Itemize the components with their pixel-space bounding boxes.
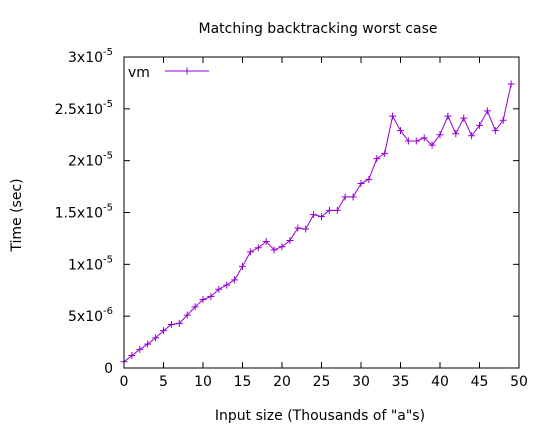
legend: vm bbox=[128, 65, 209, 81]
data-point bbox=[404, 137, 412, 145]
y-tick-exponent: -6 bbox=[103, 306, 113, 317]
data-point bbox=[136, 345, 144, 353]
y-tick-label: 1x10-5 bbox=[68, 254, 113, 273]
y-tick-mantissa: 2.5x10 bbox=[55, 102, 103, 118]
data-point bbox=[325, 206, 333, 214]
y-tick-label: 1.5x10-5 bbox=[55, 203, 113, 222]
y-tick-mantissa: 5x10 bbox=[68, 309, 103, 325]
data-point bbox=[483, 107, 491, 115]
data-point bbox=[341, 193, 349, 201]
x-tick-label: 25 bbox=[313, 374, 331, 390]
x-tick-label: 50 bbox=[510, 374, 528, 390]
data-point bbox=[262, 238, 270, 246]
data-point bbox=[428, 141, 436, 149]
data-point bbox=[231, 276, 239, 284]
data-point bbox=[499, 116, 507, 124]
x-tick-label: 35 bbox=[392, 374, 410, 390]
data-point bbox=[310, 211, 318, 219]
x-tick-label: 10 bbox=[194, 374, 212, 390]
x-tick-label: 0 bbox=[120, 374, 129, 390]
data-point bbox=[318, 213, 325, 221]
axis-ticks: 0 5 10 15 20 25 30 35 40 45 5005x10-61x10-51.5x10-… bbox=[55, 47, 528, 390]
y-tick-exponent: -5 bbox=[103, 254, 113, 265]
data-point bbox=[333, 206, 341, 214]
y-tick-exponent: -5 bbox=[103, 99, 113, 110]
x-axis-label: Input size (Thousands of "a"s) bbox=[215, 408, 425, 424]
data-point bbox=[302, 225, 310, 233]
y-tick-mantissa: 1x10 bbox=[68, 257, 103, 273]
data-point bbox=[507, 80, 515, 88]
data-point bbox=[152, 334, 160, 342]
data-point bbox=[420, 134, 428, 142]
data-point bbox=[183, 311, 191, 319]
data-point bbox=[444, 112, 452, 120]
data-point bbox=[254, 244, 262, 252]
y-tick-mantissa: 2x10 bbox=[68, 154, 103, 170]
y-tick-label: 0 bbox=[104, 361, 113, 377]
y-tick-mantissa: 1.5x10 bbox=[55, 206, 103, 222]
plot-frame bbox=[123, 56, 520, 369]
data-point bbox=[349, 193, 357, 201]
y-tick-exponent: -5 bbox=[103, 203, 113, 214]
x-tick-label: 15 bbox=[234, 374, 252, 390]
x-tick-label: 30 bbox=[352, 374, 370, 390]
data-point bbox=[246, 248, 254, 256]
data-point bbox=[175, 319, 183, 327]
data-point bbox=[278, 243, 286, 251]
data-point bbox=[373, 155, 381, 163]
data-point bbox=[223, 281, 231, 289]
legend-label: vm bbox=[128, 65, 150, 81]
data-point bbox=[476, 121, 483, 129]
y-tick-label: 5x10-6 bbox=[68, 306, 113, 325]
data-point bbox=[412, 137, 420, 145]
data-point bbox=[365, 175, 373, 183]
y-tick-label: 2x10-5 bbox=[68, 151, 113, 170]
x-tick-label: 45 bbox=[471, 374, 489, 390]
data-point bbox=[144, 340, 152, 348]
data-point bbox=[199, 296, 207, 304]
data-point bbox=[215, 285, 223, 293]
data-point bbox=[294, 224, 302, 232]
data-point bbox=[286, 236, 294, 244]
chart-title: Matching backtracking worst case bbox=[198, 21, 437, 37]
data-point bbox=[191, 303, 199, 311]
data-point bbox=[452, 130, 460, 138]
x-tick-label: 40 bbox=[431, 374, 449, 390]
data-point bbox=[460, 114, 468, 122]
x-tick-label: 5 bbox=[159, 374, 168, 390]
data-point bbox=[397, 127, 404, 135]
data-point bbox=[160, 327, 167, 335]
y-tick-label: 3x10-5 bbox=[68, 47, 113, 66]
series-line-vm bbox=[123, 83, 512, 363]
data-point bbox=[167, 320, 175, 328]
data-point bbox=[436, 131, 444, 139]
y-tick-label: 2.5x10-5 bbox=[55, 99, 113, 118]
y-tick-exponent: -5 bbox=[103, 47, 113, 58]
data-point bbox=[239, 262, 246, 270]
y-tick-exponent: -5 bbox=[103, 151, 113, 162]
data-point bbox=[128, 352, 136, 360]
legend-marker bbox=[183, 67, 191, 75]
y-axis-label: Time (sec) bbox=[9, 178, 25, 252]
x-tick-label: 20 bbox=[273, 374, 291, 390]
y-tick-mantissa: 3x10 bbox=[68, 50, 103, 66]
data-point bbox=[207, 292, 215, 300]
y-tick-mantissa: 0 bbox=[104, 361, 113, 377]
data-point bbox=[381, 149, 389, 157]
data-point bbox=[468, 132, 476, 140]
data-point bbox=[389, 112, 397, 120]
data-point bbox=[357, 179, 365, 187]
data-point bbox=[491, 127, 499, 135]
data-point bbox=[270, 246, 278, 254]
series-layer bbox=[120, 80, 515, 366]
